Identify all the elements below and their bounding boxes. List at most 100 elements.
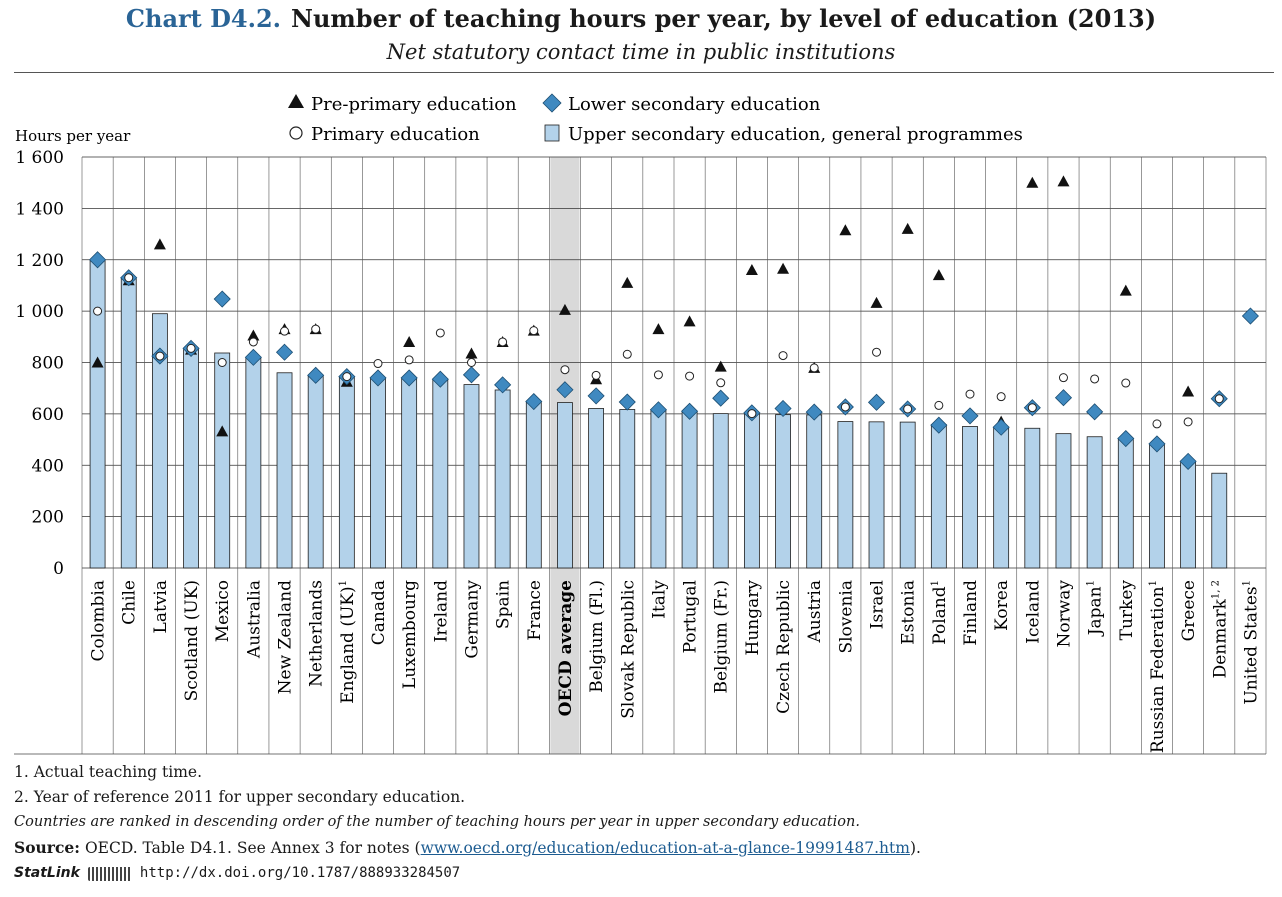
point-primary — [1027, 403, 1037, 413]
point-lower-secondary — [712, 389, 730, 407]
source-line: Source: OECD. Table D4.1. See Annex 3 fo… — [14, 835, 921, 861]
x-tick-label: New Zealand — [276, 580, 296, 694]
plot-area: 0 200 400 600 800 1 000 1 200 1 400 1 600 Colombi… — [14, 148, 1267, 755]
point-pre-primary — [652, 323, 665, 335]
x-tick-label: Norway — [1054, 580, 1074, 648]
source-end: ). — [909, 839, 921, 857]
point-pre-primary — [839, 224, 852, 236]
chart-subtitle: Net statutory contact time in public ins… — [386, 40, 896, 64]
bar-upper-secondary — [1024, 427, 1041, 569]
point-primary — [1183, 417, 1193, 427]
bar-upper-secondary — [120, 277, 137, 569]
point-pre-primary — [1119, 284, 1132, 296]
legend-primary-label: Primary education — [311, 124, 480, 145]
point-lower-secondary — [494, 376, 512, 394]
point-pre-primary — [558, 303, 571, 315]
point-lower-secondary — [867, 393, 886, 411]
y-tick-label: 1 400 — [15, 199, 64, 219]
bar-upper-secondary — [837, 421, 854, 569]
bar-upper-secondary — [494, 389, 511, 569]
x-tick-label: Finland — [961, 580, 981, 646]
legend-circle-icon — [289, 126, 303, 140]
x-tick-label: Denmark1, 2 — [1210, 580, 1230, 678]
source-label: Source: — [14, 838, 80, 857]
bar-upper-secondary — [245, 356, 262, 569]
point-lower-secondary — [89, 251, 107, 269]
point-lower-secondary — [462, 366, 481, 384]
point-primary — [622, 349, 632, 359]
point-lower-secondary — [369, 369, 387, 387]
point-lower-secondary — [1148, 435, 1166, 453]
x-tick-label: France — [525, 580, 545, 641]
point-pre-primary — [216, 425, 229, 437]
bar-upper-secondary — [525, 401, 542, 569]
point-primary — [1214, 394, 1224, 404]
point-primary — [996, 392, 1006, 402]
point-primary — [435, 328, 445, 338]
y-tick-label: 1 000 — [15, 302, 64, 322]
x-tick-label: Australia — [244, 580, 264, 659]
bar-upper-secondary — [1117, 438, 1134, 569]
bar-upper-secondary — [307, 374, 324, 569]
point-lower-secondary — [1054, 389, 1073, 407]
x-tick-label: Turkey — [1117, 580, 1137, 641]
point-lower-secondary — [930, 416, 948, 434]
point-pre-primary — [403, 335, 416, 347]
statlink-url[interactable]: http://dx.doi.org/10.1787/888933284507 — [139, 865, 461, 881]
point-primary — [529, 326, 539, 336]
bar-upper-secondary — [1086, 436, 1103, 569]
footnote-marker: 1 — [1086, 580, 1097, 586]
x-tick-label: Canada — [369, 580, 389, 645]
point-lower-secondary — [525, 392, 543, 411]
bar-upper-secondary — [930, 424, 947, 569]
x-tick-label: Iceland — [1023, 580, 1043, 644]
bar-upper-secondary — [432, 378, 449, 569]
legend-upper-secondary-label: Upper secondary education, general progr… — [568, 124, 1023, 145]
x-tick-label: United States1 — [1241, 580, 1261, 705]
bar-upper-secondary — [151, 313, 168, 569]
bar-upper-secondary — [619, 409, 636, 569]
point-pre-primary — [1026, 176, 1039, 188]
bar-upper-secondary — [370, 377, 386, 569]
point-pre-primary — [1057, 175, 1070, 187]
point-pre-primary — [932, 269, 945, 281]
x-tick-label: Spain — [494, 580, 514, 629]
point-primary — [1090, 374, 1100, 384]
y-tick-label: 1 200 — [15, 251, 64, 271]
point-pre-primary — [745, 264, 758, 276]
source-link[interactable]: www.oecd.org/education/education-at-a-gl… — [420, 839, 910, 857]
point-primary — [903, 404, 913, 414]
point-pre-primary — [777, 262, 790, 274]
y-axis-label: Hours per year — [15, 127, 131, 145]
footnote-marker: 1 — [1241, 580, 1252, 586]
bar-upper-secondary — [463, 384, 480, 569]
legend-triangle-icon — [288, 94, 304, 108]
point-primary — [373, 359, 383, 369]
point-primary — [716, 378, 726, 388]
point-lower-secondary — [992, 418, 1010, 436]
point-lower-secondary — [649, 401, 667, 419]
point-primary — [311, 324, 321, 334]
point-primary — [840, 402, 850, 412]
point-lower-secondary — [1179, 452, 1197, 470]
point-primary — [124, 273, 134, 283]
bar-upper-secondary — [338, 376, 355, 569]
point-primary — [965, 389, 975, 399]
x-tick-label: Ireland — [431, 580, 451, 642]
chart-svg: Pre-primary education Primary education … — [14, 93, 1267, 755]
point-primary — [778, 351, 788, 361]
footnote-marker: 1 — [930, 580, 941, 586]
x-tick-label: Russian Federation1 — [1148, 580, 1168, 753]
chart-title: Chart D4.2. Number of teaching hours per … — [0, 4, 1282, 33]
x-tick-label: Slovenia — [836, 580, 856, 654]
point-lower-secondary — [431, 370, 449, 388]
footnote-1: 1. Actual teaching time. — [14, 763, 203, 781]
x-tick-label: Israel — [868, 580, 888, 629]
point-primary — [280, 326, 290, 336]
point-lower-secondary — [1117, 429, 1135, 448]
point-primary — [591, 370, 601, 380]
point-lower-secondary — [805, 403, 823, 421]
y-tick-label: 200 — [32, 508, 64, 528]
x-tick-label: England (UK)1 — [338, 580, 358, 704]
x-tick-label: Korea — [992, 580, 1012, 631]
